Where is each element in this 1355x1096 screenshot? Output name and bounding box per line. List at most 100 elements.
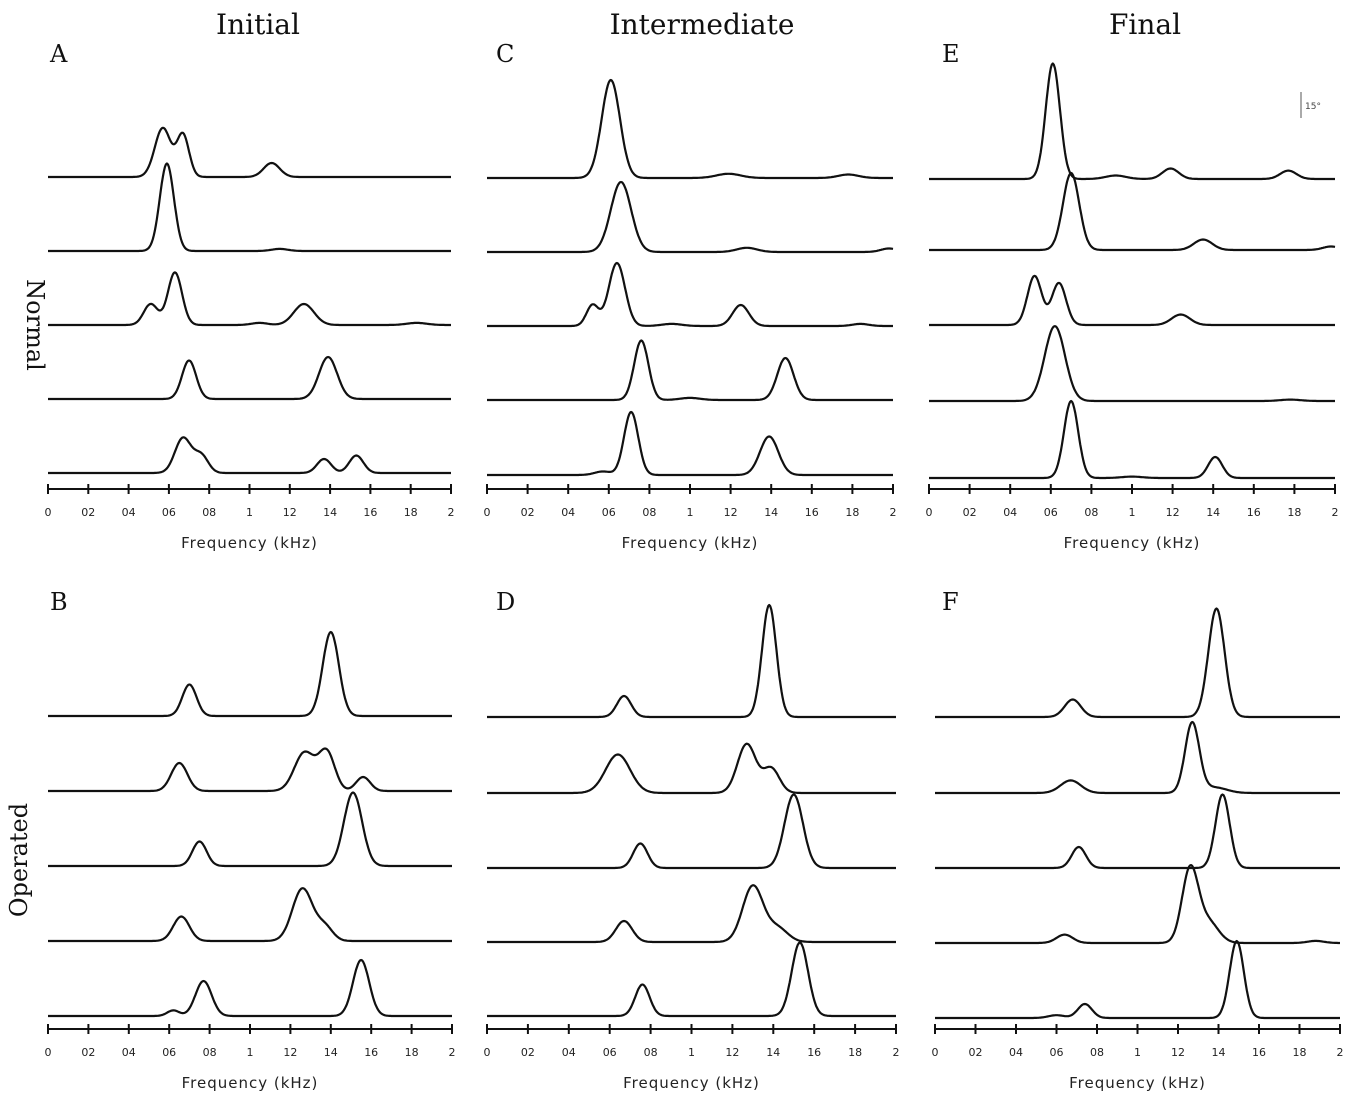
x-tick-label: 08 bbox=[1084, 506, 1098, 519]
series-line-5 bbox=[47, 958, 453, 1018]
x-tick-label: 18 bbox=[1287, 506, 1301, 519]
panel-letter: A bbox=[49, 40, 68, 68]
x-tick-label: 14 bbox=[323, 506, 337, 519]
x-tick-label: 1 bbox=[687, 506, 694, 519]
series-line-5 bbox=[486, 941, 897, 1018]
x-tick-label: 12 bbox=[283, 506, 297, 519]
x-tick-label: 06 bbox=[1050, 1046, 1064, 1059]
x-axis-label: Frequency (kHz) bbox=[1064, 534, 1201, 552]
x-tick-label: 08 bbox=[202, 506, 216, 519]
row-label-operated: Operated bbox=[5, 803, 33, 917]
series-line-3 bbox=[934, 793, 1341, 870]
x-tick-label: 0 bbox=[45, 1046, 52, 1059]
x-tick-label: 02 bbox=[81, 506, 95, 519]
series-line-1 bbox=[486, 603, 897, 719]
panel-e: E 0 02 04 06 08 1 12 14 16 18 2 Frequency (kHz) bbox=[926, 40, 1339, 552]
series-line-4 bbox=[47, 887, 453, 943]
x-tick-label: 04 bbox=[561, 506, 575, 519]
panel-letter: E bbox=[942, 40, 960, 68]
x-tick-label: 18 bbox=[848, 1046, 862, 1059]
x-tick-label: 16 bbox=[807, 1046, 821, 1059]
x-tick-label: 2 bbox=[1332, 506, 1339, 519]
column-title-final: Final bbox=[1109, 8, 1181, 41]
panel-c: C 0 02 04 06 08 1 12 14 16 18 2 Frequency (kHz) bbox=[484, 40, 897, 552]
x-tick-label: 2 bbox=[448, 506, 455, 519]
series-line-4 bbox=[47, 355, 452, 401]
x-tick-label: 06 bbox=[1044, 506, 1058, 519]
x-tick-label: 1 bbox=[688, 1046, 695, 1059]
x-tick-label: 1 bbox=[246, 506, 253, 519]
series-line-3 bbox=[486, 261, 894, 328]
x-tick-label: 12 bbox=[725, 1046, 739, 1059]
x-tick-label: 04 bbox=[1009, 1046, 1023, 1059]
x-tick-label: 2 bbox=[1337, 1046, 1344, 1059]
x-tick-label: 0 bbox=[926, 506, 933, 519]
x-tick-label: 06 bbox=[602, 506, 616, 519]
column-title-intermediate: Intermediate bbox=[610, 8, 795, 41]
series-line-2 bbox=[47, 747, 453, 793]
series-line-4 bbox=[928, 325, 1336, 403]
x-tick-label: 14 bbox=[324, 1046, 338, 1059]
x-tick-label: 02 bbox=[521, 1046, 535, 1059]
x-axis-label: Frequency (kHz) bbox=[622, 534, 759, 552]
scale-bar-label: 15° bbox=[1305, 102, 1321, 112]
series-line-1 bbox=[47, 126, 452, 179]
series-line-2 bbox=[486, 742, 897, 795]
x-axis-label: Frequency (kHz) bbox=[181, 534, 318, 552]
x-tick-label: 2 bbox=[449, 1046, 456, 1059]
x-tick-label: 16 bbox=[1252, 1046, 1266, 1059]
x-tick-label: 12 bbox=[724, 506, 738, 519]
series-line-5 bbox=[486, 410, 894, 477]
x-tick-label: 14 bbox=[766, 1046, 780, 1059]
series-line-2 bbox=[47, 162, 452, 253]
x-tick-label: 14 bbox=[1212, 1046, 1226, 1059]
x-tick-label: 2 bbox=[893, 1046, 900, 1059]
x-tick-label: 18 bbox=[405, 1046, 419, 1059]
x-tick-label: 2 bbox=[890, 506, 897, 519]
x-tick-label: 12 bbox=[1171, 1046, 1185, 1059]
series-line-2 bbox=[928, 171, 1336, 252]
x-tick-label: 02 bbox=[963, 506, 977, 519]
series-line-3 bbox=[486, 793, 897, 870]
x-tick-label: 14 bbox=[1206, 506, 1220, 519]
series-line-1 bbox=[486, 78, 894, 180]
series-line-3 bbox=[928, 274, 1336, 327]
x-tick-label: 08 bbox=[642, 506, 656, 519]
x-tick-label: 0 bbox=[484, 1046, 491, 1059]
x-tick-label: 14 bbox=[764, 506, 778, 519]
x-tick-label: 02 bbox=[969, 1046, 983, 1059]
panel-a: A 0 02 04 06 08 1 12 14 16 18 2 Frequency (kHz) bbox=[45, 40, 455, 552]
panel-f: F 0 02 04 06 08 1 12 14 16 18 2 Frequency (kHz) bbox=[932, 588, 1344, 1092]
series-line-3 bbox=[47, 791, 453, 868]
row-label-normal: Normal bbox=[21, 279, 49, 371]
series-line-4 bbox=[934, 864, 1341, 945]
x-tick-label: 06 bbox=[162, 1046, 176, 1059]
x-tick-label: 12 bbox=[283, 1046, 297, 1059]
series-line-4 bbox=[486, 339, 894, 402]
panel-letter: F bbox=[942, 588, 959, 616]
series-line-1 bbox=[47, 630, 453, 718]
x-tick-label: 16 bbox=[364, 1046, 378, 1059]
panel-d: D 0 02 04 06 08 1 12 14 16 18 2 Frequency (kHz) bbox=[484, 588, 900, 1092]
column-title-initial: Initial bbox=[216, 8, 300, 41]
series-line-3 bbox=[47, 271, 452, 327]
x-tick-label: 04 bbox=[122, 506, 136, 519]
x-tick-label: 1 bbox=[247, 1046, 254, 1059]
series-line-2 bbox=[486, 180, 894, 254]
x-tick-label: 18 bbox=[1293, 1046, 1307, 1059]
x-tick-label: 04 bbox=[122, 1046, 136, 1059]
x-tick-label: 08 bbox=[203, 1046, 217, 1059]
x-tick-label: 16 bbox=[363, 506, 377, 519]
x-axis-label: Frequency (kHz) bbox=[623, 1074, 760, 1092]
x-tick-label: 1 bbox=[1134, 1046, 1141, 1059]
series-line-2 bbox=[934, 720, 1341, 795]
x-tick-label: 02 bbox=[521, 506, 535, 519]
x-tick-label: 12 bbox=[1166, 506, 1180, 519]
x-tick-label: 04 bbox=[562, 1046, 576, 1059]
x-tick-label: 02 bbox=[81, 1046, 95, 1059]
series-line-5 bbox=[934, 939, 1341, 1020]
x-tick-label: 18 bbox=[845, 506, 859, 519]
series-line-4 bbox=[486, 884, 897, 944]
